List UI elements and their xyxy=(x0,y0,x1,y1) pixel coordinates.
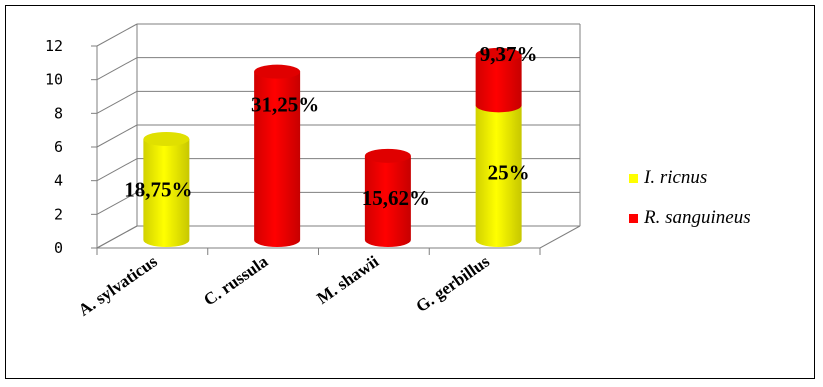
bar-top-cap xyxy=(143,132,190,146)
legend-label: R. sanguineus xyxy=(643,207,751,228)
bar-group xyxy=(364,148,411,247)
y-tick-label: 0 xyxy=(54,239,63,257)
category-label: A. sylvaticus xyxy=(75,251,161,319)
y-tick-label: 8 xyxy=(54,104,63,122)
chart-frame xyxy=(5,5,815,379)
gridline-side xyxy=(96,191,138,215)
y-tick-label: 12 xyxy=(45,37,63,55)
bar-segment xyxy=(475,105,522,248)
bar-top-cap xyxy=(364,148,411,163)
gridline-side xyxy=(96,57,138,81)
data-label: 31,25% xyxy=(251,93,319,117)
category-label: C. russula xyxy=(200,251,272,309)
chart-floor xyxy=(96,225,581,249)
gridline-side xyxy=(96,124,138,148)
category-label: G. gerbillus xyxy=(412,251,493,316)
data-label: 18,75% xyxy=(124,178,192,202)
bar-group xyxy=(143,132,190,248)
data-label: 9,37% xyxy=(480,42,538,66)
gridline-side xyxy=(96,23,138,47)
y-tick-label: 6 xyxy=(54,138,63,156)
y-tick-label: 4 xyxy=(54,172,63,190)
legend-swatch xyxy=(629,174,638,183)
gridline-side xyxy=(96,90,138,114)
y-tick-label: 10 xyxy=(45,71,63,89)
legend: I. ricnus R. sanguineus xyxy=(629,167,751,228)
legend-label: I. ricnus xyxy=(643,167,707,188)
data-label: 15,62% xyxy=(362,186,430,210)
bar-group xyxy=(254,64,301,248)
gridline-side xyxy=(96,158,138,182)
bar-top-cap xyxy=(254,64,301,79)
bar-segment xyxy=(475,54,522,113)
bar-top-cap xyxy=(475,47,522,62)
legend-swatch xyxy=(629,214,638,223)
category-label: M. shawii xyxy=(313,252,382,308)
bar-group xyxy=(475,47,522,248)
bar-segment xyxy=(364,155,411,247)
data-label: 25% xyxy=(488,161,530,185)
y-tick-label: 2 xyxy=(54,205,63,223)
bar-segment xyxy=(143,139,190,248)
bar-segment xyxy=(254,71,301,248)
